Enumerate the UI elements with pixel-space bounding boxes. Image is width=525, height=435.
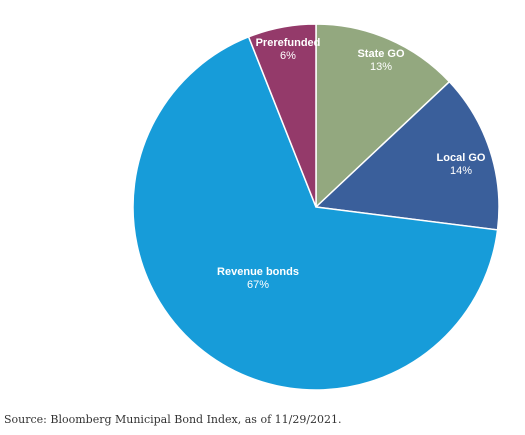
- slice-value-label: 6%: [280, 50, 296, 62]
- pie-slice-local-go: [314, 80, 500, 231]
- slice-value-label: 67%: [247, 279, 269, 291]
- slice-label: Local GO: [437, 152, 486, 164]
- slice-label: Prerefunded: [256, 37, 321, 49]
- source-note: Source: Bloomberg Municipal Bond Index, …: [4, 413, 342, 426]
- slice-value-label: 13%: [370, 61, 392, 73]
- slice-label: State GO: [357, 48, 405, 60]
- slice-value-label: 14%: [450, 165, 472, 177]
- pie-slice-revenue-bonds: [132, 35, 499, 391]
- pie-slices: [132, 23, 500, 391]
- pie-slice-state-go: [315, 23, 451, 209]
- slice-label: Revenue bonds: [217, 266, 299, 278]
- pie-slice-prerefunded: [247, 23, 317, 208]
